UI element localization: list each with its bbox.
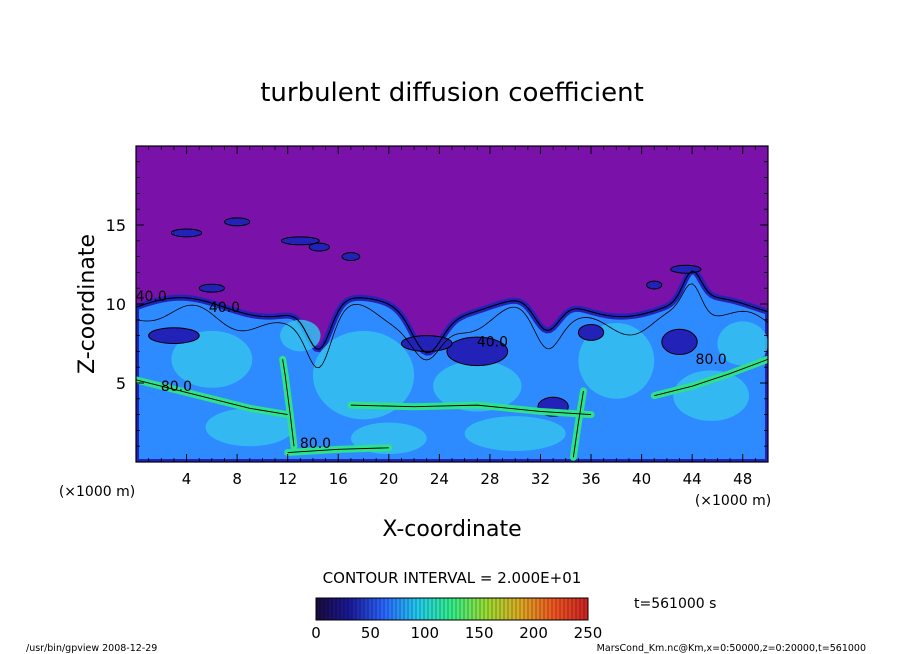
x-axis: 4 8 12 16 20 24 28 32 36 40 44 48 <box>148 146 756 488</box>
contour-label: 40.0 <box>136 289 167 305</box>
x-tick-label: 12 <box>278 470 297 488</box>
field-filament <box>223 217 251 227</box>
contour-boundary-inner <box>136 283 768 369</box>
x-tick-label: 4 <box>182 470 192 488</box>
colorbar-tick-label: 250 <box>574 624 603 642</box>
chart-title: turbulent diffusion coefficient <box>260 78 644 108</box>
x-tick-label: 32 <box>531 470 550 488</box>
x-tick-label: 20 <box>379 470 398 488</box>
contour-high <box>572 390 584 458</box>
field-pocket <box>577 324 605 341</box>
field-filament <box>198 283 225 293</box>
footer-right: MarsCond_Km.nc@Km,x=0:50000,z=0:20000,t=… <box>597 643 866 654</box>
x-tick-label: 36 <box>581 470 600 488</box>
contour-high <box>654 358 768 397</box>
time-label: t=561000 s <box>634 596 716 612</box>
field-structures <box>136 217 768 461</box>
field-core <box>205 408 294 447</box>
field-pocket <box>661 328 698 356</box>
contour-interval-text: CONTOUR INTERVAL = 2.000E+01 <box>323 569 582 587</box>
x-unit-left: (×1000 m) <box>59 484 135 500</box>
contour-high <box>287 447 389 453</box>
x-unit-right: (×1000 m) <box>695 493 771 509</box>
contour-boundary <box>136 270 768 354</box>
x-tick-label: 48 <box>733 470 752 488</box>
contour-label: 80.0 <box>300 436 331 452</box>
x-tick-label: 16 <box>329 470 348 488</box>
colorbar-stripes <box>315 598 589 620</box>
field-pocket <box>446 336 509 367</box>
contour-label: 40.0 <box>477 335 508 351</box>
colorbar: 0 50 100 150 200 250 <box>311 597 602 642</box>
x-axis-label: X-coordinate <box>382 517 521 542</box>
x-tick-label: 24 <box>430 470 449 488</box>
field-core <box>312 330 415 420</box>
contour-label: 40.0 <box>209 300 240 316</box>
field-filament <box>341 252 361 262</box>
y-axis: 5 10 15 <box>106 161 768 447</box>
contour-label: 80.0 <box>161 379 192 395</box>
field-core <box>578 322 655 399</box>
field-filament <box>670 264 702 274</box>
field-filament <box>170 228 203 238</box>
footer-left: /usr/bin/gpview 2008-12-29 <box>26 643 157 654</box>
x-tick-label: 8 <box>232 470 242 488</box>
field-pocket <box>400 335 453 352</box>
field-core <box>464 416 566 451</box>
contour-lines <box>136 270 768 458</box>
field-core <box>171 330 253 388</box>
y-tick-label: 15 <box>106 216 126 235</box>
contour-high <box>282 359 295 447</box>
field-filament <box>646 280 663 290</box>
contour-label: 80.0 <box>696 352 727 368</box>
field-pocket <box>148 327 200 345</box>
colorbar-tick-label: 50 <box>361 624 380 642</box>
x-tick-label: 44 <box>683 470 702 488</box>
y-axis-label: Z-coordinate <box>75 234 100 374</box>
contour-high <box>350 404 592 416</box>
colorbar-frame <box>315 597 589 621</box>
field-core <box>433 360 522 412</box>
colorbar-tick-label: 0 <box>311 624 321 642</box>
field-filament <box>308 242 330 252</box>
x-tick-label: 40 <box>632 470 651 488</box>
y-tick-label: 5 <box>116 374 126 393</box>
field-core <box>717 321 768 366</box>
colorbar-ticks: 0 50 100 150 200 250 <box>311 624 602 642</box>
colorbar-tick-label: 100 <box>410 624 439 642</box>
y-tick-label: 10 <box>106 295 126 314</box>
contour-labels: 40.0 40.0 40.0 80.0 80.0 80.0 <box>136 289 727 452</box>
field-filament <box>280 236 320 246</box>
colorbar-tick-label: 150 <box>465 624 494 642</box>
contour-high <box>136 379 288 416</box>
colorbar-tick-label: 200 <box>519 624 548 642</box>
x-tick-label: 28 <box>480 470 499 488</box>
field-core <box>280 319 321 352</box>
plot-area: 40.040.040.080.080.080.0 4 8 12 16 20 24 28 32 3… <box>106 145 769 488</box>
